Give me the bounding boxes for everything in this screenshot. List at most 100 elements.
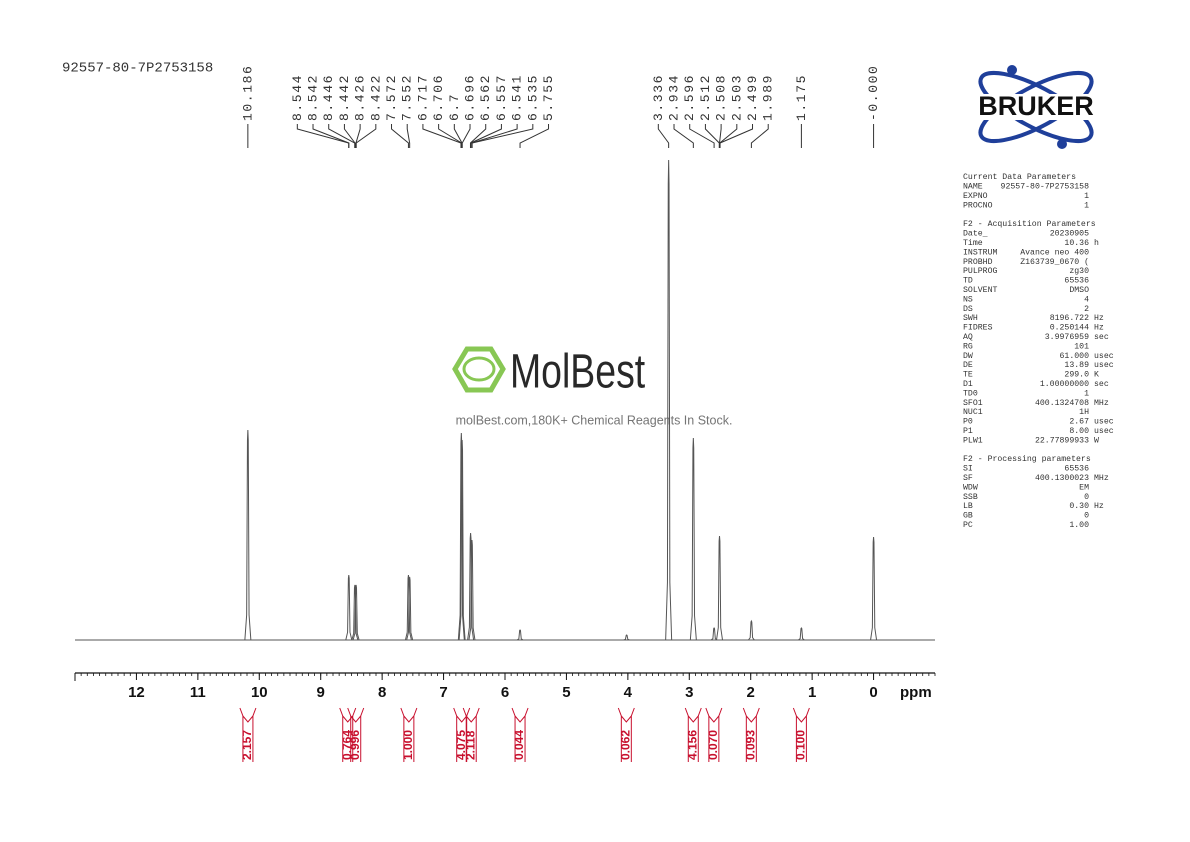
peak-label: 8.542 — [305, 74, 320, 121]
integral-label: 2.157 — [240, 730, 254, 760]
param-value: 65536 — [1064, 277, 1089, 286]
param-unit: usec — [1094, 427, 1114, 436]
param-name: LB — [963, 502, 973, 511]
param-value: 400.1300023 — [1035, 474, 1089, 483]
integral-label: 4.075 — [454, 730, 468, 760]
param-name: PULPROG — [963, 267, 997, 276]
param-value: 0 — [1084, 512, 1089, 521]
param-value: 0.30 — [1069, 502, 1089, 511]
param-value: 13.89 — [1064, 361, 1089, 370]
peak — [406, 576, 414, 641]
peak-label: 3.336 — [651, 74, 666, 121]
param-unit: Hz — [1094, 314, 1104, 323]
param-unit: K — [1094, 371, 1099, 380]
integral-bracket — [684, 707, 702, 762]
param-name: SI — [963, 465, 973, 474]
param-value: 10.36 — [1064, 239, 1089, 248]
param-value: 1 — [1084, 389, 1089, 398]
param-unit: sec — [1094, 333, 1109, 342]
param-name: TD0 — [963, 389, 978, 398]
peak-label: 8.442 — [337, 74, 352, 121]
param-name: INSTRUM — [963, 248, 997, 257]
peak-label-connector — [461, 124, 471, 148]
peak-label: 6.541 — [510, 74, 525, 121]
param-name: PC — [963, 521, 973, 530]
peak — [716, 535, 724, 641]
peak-label: 1.989 — [761, 74, 776, 121]
integral-label: 4.156 — [685, 730, 699, 760]
param-value: Avance neo 400 — [1020, 248, 1089, 257]
integral-label: 0.996 — [348, 730, 362, 760]
integral-bracket — [347, 707, 365, 762]
param-value: 400.1324708 — [1035, 399, 1089, 408]
param-name: WDW — [963, 483, 978, 492]
param-value: 61.000 — [1060, 352, 1090, 361]
param-value: 4 — [1084, 295, 1089, 304]
param-value: 1H — [1079, 408, 1089, 417]
param-unit: MHz — [1094, 474, 1109, 483]
peak-label-connector — [328, 124, 356, 148]
peak-label: 8.422 — [368, 74, 383, 121]
x-axis-label: ppm — [900, 684, 932, 701]
bruker-logo: BRUKER — [958, 65, 1114, 149]
param-name: TE — [963, 371, 973, 380]
peak-label-connector — [312, 124, 350, 148]
peak-label-connector — [355, 124, 377, 148]
x-tick-label: 5 — [562, 684, 570, 701]
param-name: DE — [963, 361, 973, 370]
peak-label: 2.596 — [682, 74, 697, 121]
sample-id: 92557-80-7P2753158 — [62, 61, 213, 77]
integral-label: 2.118 — [463, 730, 477, 760]
watermark-brand: MolBest — [510, 345, 645, 399]
watermark-tagline: molBest.com,180K+ Chemical Reagents In S… — [456, 413, 733, 427]
x-tick-label: 12 — [128, 684, 145, 701]
x-tick-label: 0 — [869, 684, 877, 701]
peak-label-connector — [519, 124, 550, 148]
param-unit: usec — [1094, 361, 1114, 370]
logo-dot — [1057, 139, 1067, 149]
param-name: Time — [963, 238, 983, 248]
param-name: RG — [963, 342, 973, 351]
param-unit: h — [1094, 238, 1099, 248]
peak-label: 8.446 — [321, 74, 336, 121]
peak-label: 6.562 — [478, 74, 493, 121]
integral-bracket — [511, 707, 529, 762]
x-tick-label: 3 — [685, 684, 693, 701]
peak-label-connector — [719, 124, 738, 148]
peak-label-connector — [689, 124, 715, 148]
peak — [404, 574, 412, 641]
param-unit: Hz — [1094, 502, 1104, 511]
integral-bracket — [239, 707, 257, 762]
param-name: D1 — [963, 380, 973, 389]
peak — [458, 439, 466, 641]
peak — [870, 536, 878, 641]
param-section-title: F2 - Acquisition Parameters — [963, 219, 1096, 229]
param-name: SOLVENT — [963, 286, 997, 295]
peak-label: 6.7 — [447, 93, 462, 121]
param-value: 8.00 — [1069, 427, 1089, 436]
param-value: 20230905 — [1050, 230, 1089, 239]
x-tick-label: 4 — [624, 684, 633, 701]
peak — [345, 574, 353, 641]
param-unit: usec — [1094, 418, 1114, 427]
param-name: P1 — [963, 427, 973, 436]
integral-label: 1.000 — [401, 730, 415, 760]
peak — [689, 437, 697, 641]
param-name: SWH — [963, 314, 978, 323]
param-value: EM — [1079, 483, 1089, 492]
peak-label-connector — [704, 124, 720, 148]
param-unit: W — [1094, 436, 1099, 445]
logo-orbit — [978, 70, 1094, 144]
param-name: PROBHD — [963, 258, 993, 267]
peak-label: 2.503 — [729, 74, 744, 121]
param-value: 22.77899933 — [1035, 436, 1089, 445]
peak — [467, 532, 475, 641]
peak — [747, 619, 755, 641]
param-unit: MHz — [1094, 399, 1109, 408]
param-value: 2.67 — [1069, 418, 1089, 427]
param-unit: sec — [1094, 380, 1109, 389]
param-name: EXPNO — [963, 192, 988, 201]
logo-band — [958, 94, 1114, 120]
